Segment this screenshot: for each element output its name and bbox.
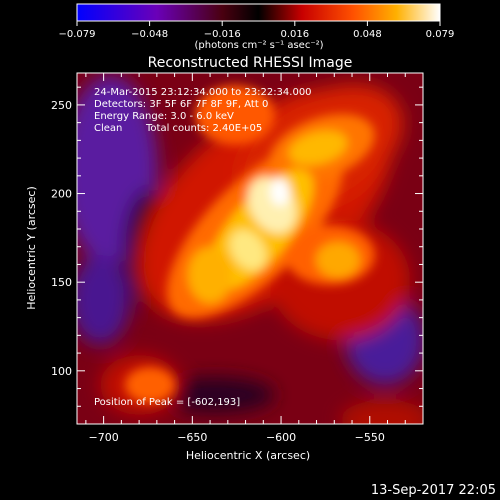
plot-frame (76, 72, 424, 425)
colorbar-label: (photons cm⁻² s⁻¹ asec⁻²) (194, 40, 323, 51)
colorbar-tick-label: 0.079 (426, 29, 455, 40)
y-tick-label: 200 (51, 188, 72, 201)
colorbar (76, 3, 441, 22)
colorbar-tick-label: −0.016 (204, 29, 241, 40)
x-tick-label: −550 (355, 431, 385, 444)
annotation-detectors: Detectors: 3F 5F 6F 7F 8F 9F, Att 0 (94, 99, 269, 110)
y-axis: 100 150 200 250 (51, 86, 423, 407)
y-axis-label: Heliocentric Y (arcsec) (25, 186, 38, 310)
annotation-energy: Energy Range: 3.0 - 6.0 keV (94, 111, 234, 122)
y-tick-label: 150 (51, 276, 72, 289)
annotation-method: Clean (94, 123, 123, 134)
colorbar-tick-label: −0.079 (58, 29, 95, 40)
y-tick-label: 250 (51, 99, 72, 112)
annotation-counts: Total counts: 2.40E+05 (146, 123, 263, 134)
colorbar-tick-label: 0.016 (280, 29, 309, 40)
heatmap-image (77, 73, 423, 424)
x-axis-label: Heliocentric X (arcsec) (186, 449, 310, 462)
annotation-peak: Position of Peak = [-602,193] (94, 397, 241, 408)
colorbar-tick-label: 0.048 (353, 29, 382, 40)
annotation-time-range: 24-Mar-2015 23:12:34.000 to 23:22:34.000 (94, 87, 312, 98)
x-tick-label: −700 (89, 431, 119, 444)
chart-title: Reconstructed RHESSI Image (148, 55, 353, 71)
x-tick-label: −600 (266, 431, 296, 444)
y-tick-label: 100 (51, 365, 72, 378)
colorbar-ticks: −0.079 −0.048 −0.016 0.016 0.048 0.079 (58, 21, 454, 40)
footer-timestamp: 13-Sep-2017 22:05 (371, 483, 496, 498)
x-tick-label: −650 (177, 431, 207, 444)
colorbar-tick-label: −0.048 (131, 29, 168, 40)
x-axis: −700 −650 −600 −550 (85, 73, 424, 444)
